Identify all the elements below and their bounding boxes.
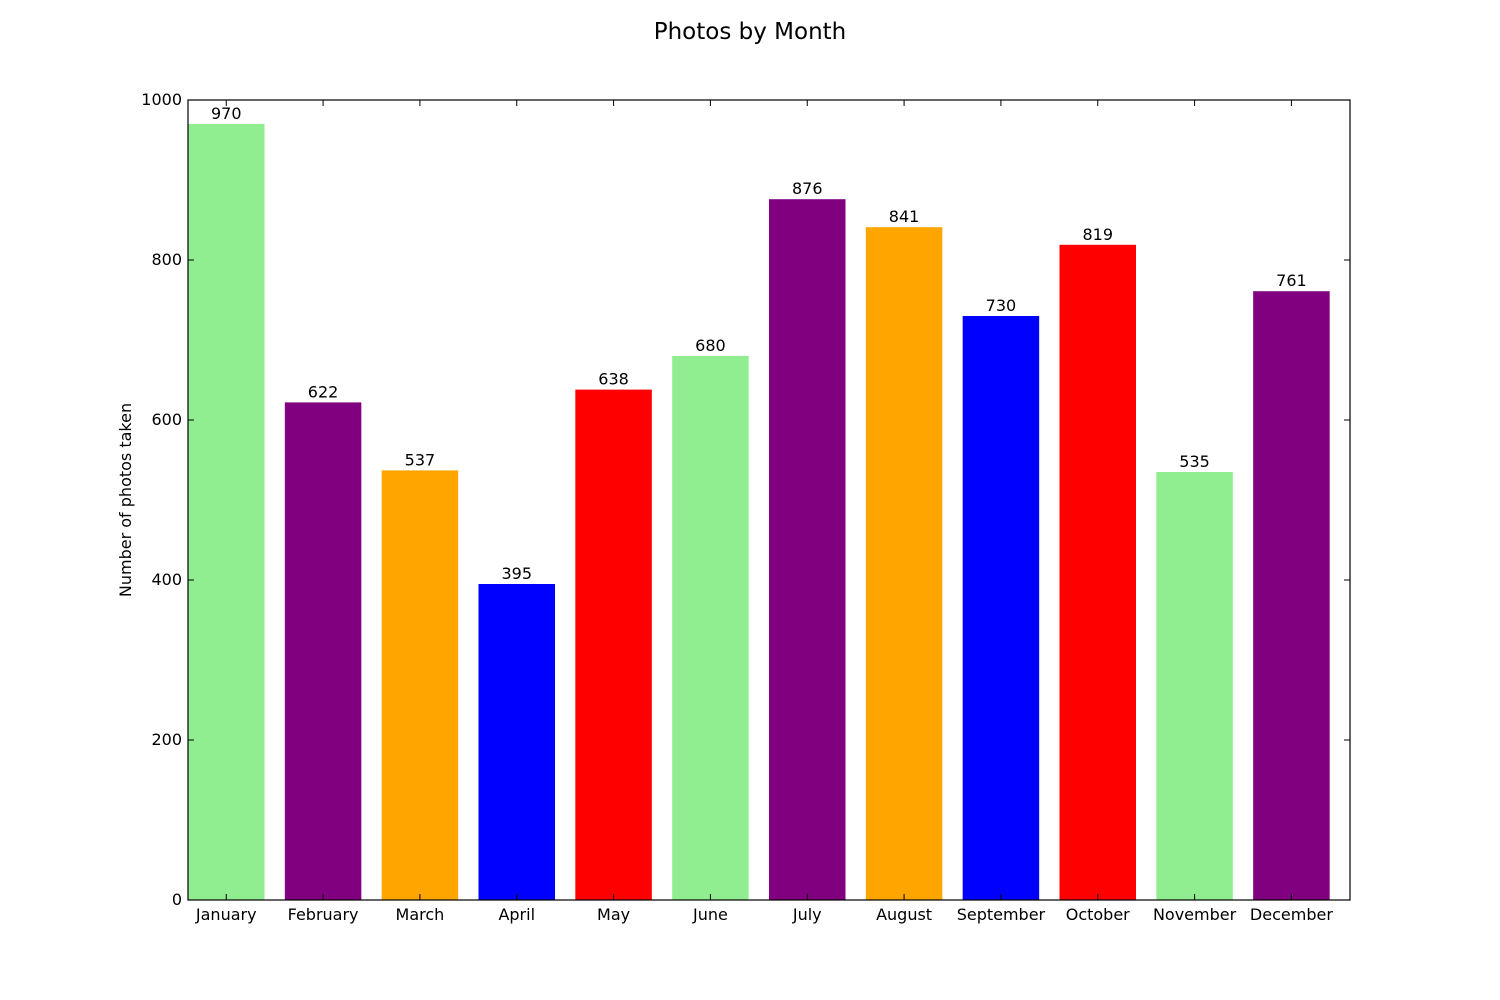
bar-july [769, 199, 846, 900]
value-label-july: 876 [792, 179, 823, 198]
value-label-june: 680 [695, 336, 726, 355]
x-tick-label-july: July [792, 905, 822, 924]
x-tick-label-december: December [1250, 905, 1333, 924]
x-tick-label-august: August [876, 905, 932, 924]
x-tick-label-february: February [288, 905, 359, 924]
x-tick-label-march: March [396, 905, 445, 924]
value-label-january: 970 [211, 104, 242, 123]
bar-november [1156, 472, 1233, 900]
value-label-may: 638 [598, 370, 629, 389]
y-tick-label-1000: 1000 [141, 90, 182, 109]
x-tick-label-june: June [692, 905, 728, 924]
bar-october [1059, 244, 1136, 901]
x-tick-label-november: November [1153, 905, 1237, 924]
value-label-october: 819 [1082, 225, 1113, 244]
y-tick-label-0: 0 [172, 890, 182, 909]
value-label-august: 841 [889, 207, 920, 226]
x-tick-label-april: April [498, 905, 535, 924]
chart-title: Photos by Month [654, 19, 847, 45]
bars-group [188, 124, 1330, 901]
bar-february [284, 402, 362, 900]
x-tick-label-january: January [195, 905, 257, 924]
bar-january [188, 124, 265, 900]
bar-june [672, 356, 749, 900]
bar-september [962, 316, 1040, 900]
value-label-march: 537 [405, 450, 436, 469]
y-tick-label-800: 800 [151, 250, 182, 269]
x-tick-label-may: May [597, 905, 630, 924]
y-tick-label-600: 600 [151, 410, 182, 429]
bar-may [575, 389, 652, 900]
value-label-april: 395 [501, 564, 532, 583]
ticks-group: January February March April May June July Augu… [141, 90, 1350, 924]
bar-march [381, 470, 459, 900]
bar-april [478, 584, 555, 900]
value-label-november: 535 [1179, 452, 1210, 471]
bar-december [1253, 291, 1330, 900]
value-label-september: 730 [986, 296, 1017, 315]
y-axis-label: Number of photos taken [116, 403, 135, 597]
y-tick-label-200: 200 [151, 730, 182, 749]
value-label-february: 622 [308, 382, 339, 401]
y-tick-label-400: 400 [151, 570, 182, 589]
value-label-december: 761 [1276, 271, 1307, 290]
plot-frame [187, 99, 1351, 901]
x-tick-label-september: September [957, 905, 1046, 924]
bar-august [865, 227, 943, 900]
x-tick-label-october: October [1066, 905, 1130, 924]
value-labels-group: 970 622 537 395 638 680 876 841 730 819 535 761 [211, 104, 1307, 583]
